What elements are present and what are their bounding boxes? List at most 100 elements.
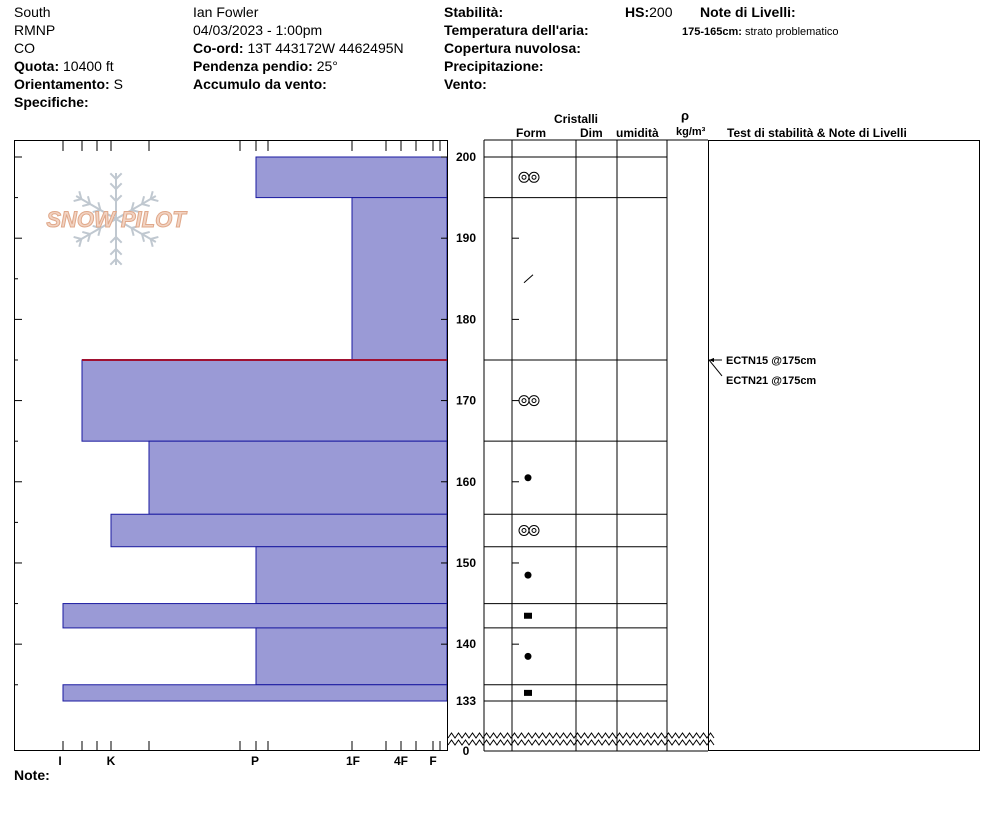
- coord-label: Co-ord:: [193, 40, 244, 56]
- snowflake-branch: [82, 230, 91, 235]
- rounded-polycrystal-icon: [531, 398, 537, 404]
- x-axis: I K P 1F 4F F: [58, 141, 441, 768]
- snowflake-branch: [131, 209, 140, 214]
- y-tick-label: 200: [456, 150, 476, 164]
- rho-header: ρ: [681, 108, 690, 123]
- dim-header: Dim: [580, 126, 603, 140]
- orientation-value: S: [113, 76, 123, 92]
- layer-bar: [110, 513, 448, 548]
- layer-bar: [62, 684, 448, 702]
- state: CO: [14, 40, 35, 56]
- cloud-label: Copertura nuvolosa:: [444, 40, 581, 56]
- layer-bars: [62, 156, 448, 702]
- snowflake-branch: [97, 202, 102, 211]
- layer-bar: [62, 603, 448, 629]
- snowflake-branch: [78, 238, 83, 247]
- elevation-label: Quota:: [14, 58, 60, 74]
- snowflake-branch: [92, 224, 101, 229]
- rounded-polycrystal-icon: [521, 174, 527, 180]
- y-tick-label: 150: [456, 556, 476, 570]
- hardness-frame: [14, 140, 448, 751]
- snowflake-branch: [73, 198, 82, 203]
- decomposing-fragment-icon: [523, 274, 534, 284]
- snowflake-branch: [141, 196, 146, 205]
- orientation: Orientamento: S: [14, 75, 123, 93]
- specifics-label: Specifiche:: [14, 94, 89, 110]
- layer-note: 175-165cm: strato problematico: [682, 23, 839, 41]
- hs-label: HS:: [625, 4, 650, 20]
- slope: Pendenza pendio: 25°: [193, 57, 338, 75]
- snowflake-arm: [75, 218, 117, 243]
- rounded-grain-icon: [524, 571, 532, 579]
- y-tick-label: 133: [456, 694, 476, 708]
- snowflake-branch: [109, 236, 117, 244]
- snowflake-branch: [86, 196, 91, 205]
- snowflake-branch: [115, 182, 123, 190]
- snowflake-branch: [92, 209, 101, 214]
- layer-notes-label: Note di Livelli:: [700, 4, 796, 20]
- datetime: 04/03/2023 - 1:00pm: [193, 22, 323, 38]
- layer-bar: [148, 440, 448, 515]
- snowflake-branch: [109, 182, 117, 190]
- notes-label: Note:: [14, 767, 50, 783]
- snowflake-branch: [115, 248, 123, 256]
- snowflake-branch: [115, 172, 123, 180]
- air-temp-label: Temperatura dell'aria:: [444, 22, 589, 38]
- rounded-grain-icon: [524, 652, 532, 660]
- snowflake-branch: [131, 224, 140, 229]
- total-snow-height: HS:200: [625, 3, 672, 21]
- snowflake-icon: [73, 172, 159, 266]
- layer-note-text: strato problematico: [745, 26, 839, 38]
- rounded-polycrystal-icon: [528, 171, 540, 183]
- wind-loading-label: Accumulo da vento:: [193, 76, 327, 92]
- layer-bar: [81, 359, 448, 442]
- snowflake-branch: [149, 238, 154, 247]
- hs-value: 200: [649, 4, 673, 20]
- axis-break: [447, 732, 715, 739]
- slope-label: Pendenza pendio:: [193, 58, 313, 74]
- rounded-polycrystal-icon: [521, 398, 527, 404]
- faceted-crystal-icon: [524, 689, 532, 696]
- x-tick-label: K: [107, 754, 116, 768]
- snowpilot-logo: SNOW PILOT: [46, 172, 188, 266]
- snowflake-branch: [141, 203, 150, 208]
- precip-label: Precipitazione:: [444, 58, 544, 74]
- rounded-polycrystal-icon: [528, 395, 540, 407]
- layer-note-range: 175-165cm:: [682, 26, 742, 38]
- layer-bar: [255, 627, 448, 686]
- y-tick-label: 180: [456, 312, 476, 326]
- snowflake-branch: [141, 233, 146, 242]
- snowflake-branch: [109, 172, 117, 180]
- rounded-polycrystal-icon: [531, 527, 537, 533]
- crystals-header: Cristalli: [554, 112, 599, 126]
- rounded-polycrystal-icon: [521, 527, 527, 533]
- snowflake-branch: [73, 235, 82, 240]
- logo-text: SNOW PILOT: [46, 207, 187, 232]
- arrow-icon: [709, 357, 714, 362]
- snowflake-branch: [115, 258, 123, 266]
- snowflake-branch: [150, 235, 159, 240]
- rounded-polycrystal-icon: [528, 524, 540, 536]
- axis-break: [447, 739, 715, 746]
- snowflake-branch: [130, 227, 135, 236]
- snowflake-branch: [109, 194, 117, 202]
- y-tick-label: 170: [456, 394, 476, 408]
- elevation: Quota: 10400 ft: [14, 57, 114, 75]
- stability-test-label: ECTN15 @175cm: [726, 355, 816, 367]
- aspect: South: [14, 4, 51, 20]
- snowflake-branch: [130, 202, 135, 211]
- orientation-label: Orientamento:: [14, 76, 110, 92]
- y-axis: 200 190 180 170 160 150 140 133 0: [14, 150, 519, 758]
- stability-label: Stabilità:: [444, 4, 504, 20]
- layer-bar: [255, 156, 448, 199]
- rounded-polycrystal-icon: [518, 395, 530, 407]
- form-header: Form: [516, 126, 546, 140]
- snowflake-branch: [115, 236, 123, 244]
- rounded-polycrystal-icon: [518, 524, 530, 536]
- snowflake-branch: [82, 203, 91, 208]
- y-tick-label: 160: [456, 475, 476, 489]
- snowflake-branch: [115, 194, 123, 202]
- snowflake-branch: [150, 198, 159, 203]
- x-tick-label: I: [58, 754, 61, 768]
